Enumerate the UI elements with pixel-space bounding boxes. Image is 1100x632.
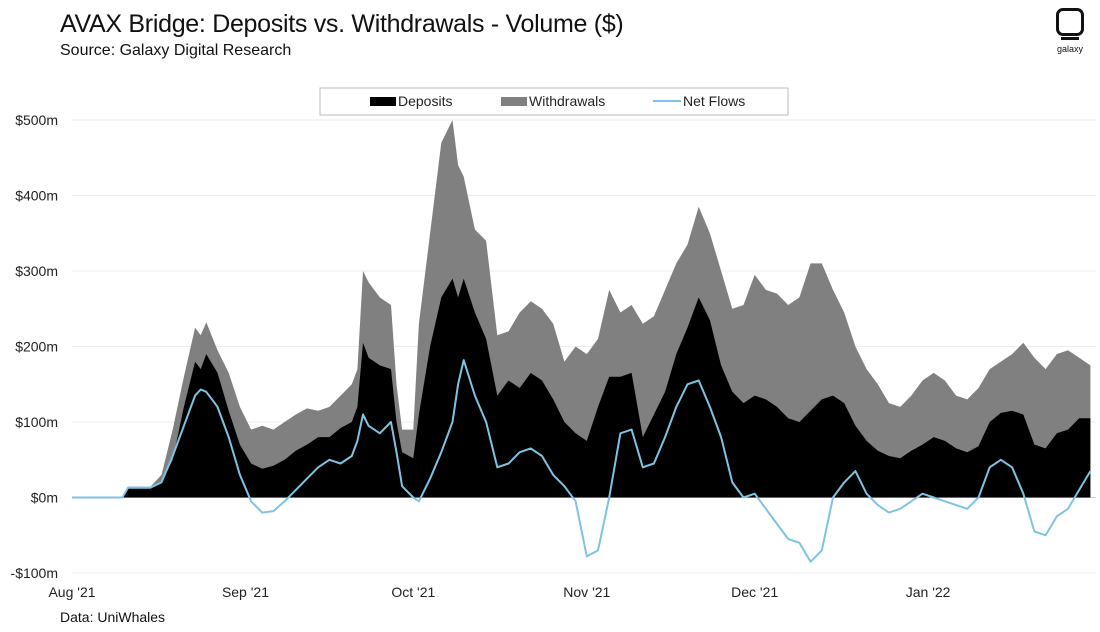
x-tick-label-3: Nov '21 [563, 584, 610, 600]
x-tick-label-0: Aug '21 [48, 584, 95, 600]
galaxy-logo-icon [1056, 8, 1084, 40]
chart-grid [72, 119, 1096, 574]
y-tick-label-4: $100m [15, 414, 58, 430]
legend-label-deposits: Deposits [398, 93, 452, 109]
y-tick-label-6: -$100m [11, 565, 58, 581]
y-tick-label-1: $400m [15, 188, 58, 204]
chart-title: AVAX Bridge: Deposits vs. Withdrawals - … [60, 10, 624, 38]
y-tick-label-2: $300m [15, 263, 58, 279]
x-tick-label-5: Jan '22 [906, 584, 951, 600]
series-line-net-flows [72, 359, 1092, 563]
chart-subtitle: Source: Galaxy Digital Research [60, 42, 292, 59]
x-tick-label-4: Dec '21 [731, 584, 778, 600]
chart-lines [72, 359, 1092, 563]
legend-swatch-deposits [370, 97, 396, 106]
legend-label-net-flows: Net Flows [683, 93, 745, 109]
x-tick-label-1: Sep '21 [222, 584, 269, 600]
series-area-deposits [72, 278, 1091, 498]
legend-label-withdrawals: Withdrawals [529, 93, 605, 109]
y-tick-label-3: $200m [15, 339, 58, 355]
x-axis: Aug '21 Sep '21 Oct '21 Nov '21 Dec '21 Jan '… [48, 584, 950, 600]
chart-areas [72, 120, 1091, 498]
legend-box [319, 87, 789, 116]
data-source-note: Data: UniWhales [60, 609, 166, 625]
legend-swatch-withdrawals [501, 97, 527, 106]
y-axis: $500m $400m $300m $200m $100m $0m -$100m [11, 112, 58, 581]
y-tick-label-5: $0m [31, 490, 58, 506]
y-tick-label-0: $500m [15, 112, 58, 128]
chart-legend: Deposits Withdrawals Net Flows [319, 87, 789, 116]
x-tick-label-2: Oct '21 [391, 584, 435, 600]
galaxy-logo-text: galaxy [1056, 44, 1083, 54]
galaxy-logo: galaxy [1052, 8, 1088, 54]
